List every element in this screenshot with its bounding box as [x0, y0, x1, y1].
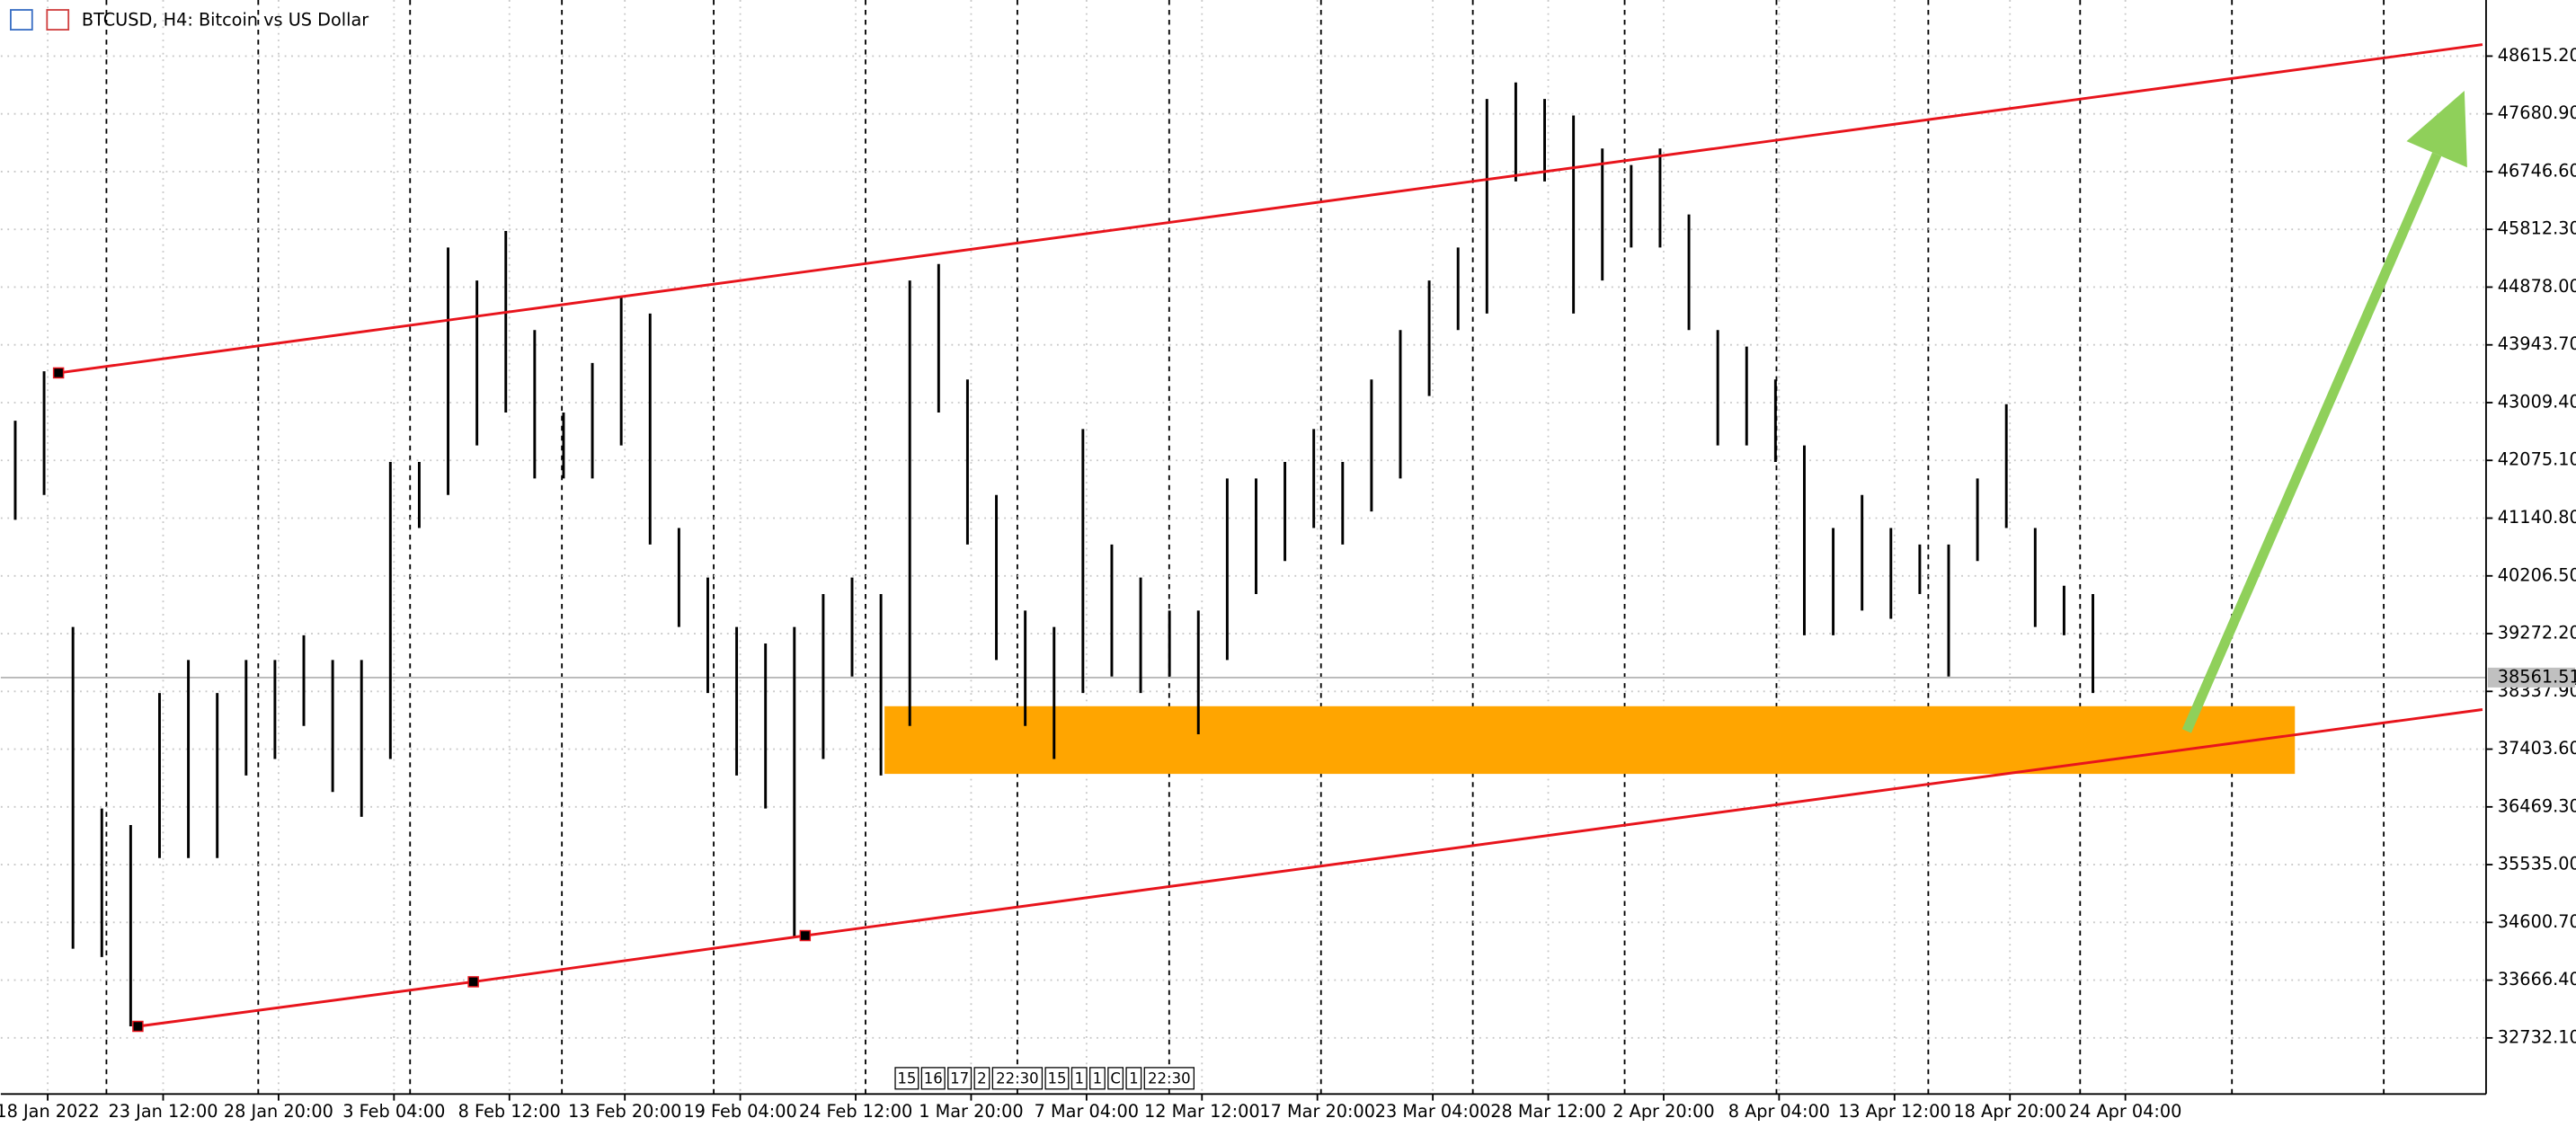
- scroll-marker: 2: [977, 1069, 987, 1087]
- scroll-marker: 17: [950, 1069, 969, 1087]
- scroll-marker-box: [991, 1067, 1044, 1090]
- x-tick-label: 28 Jan 20:00: [224, 1101, 333, 1122]
- y-tick-label: 46746.60: [2498, 160, 2576, 181]
- scroll-marker-box: [973, 1067, 990, 1090]
- last-price-box: [2487, 667, 2576, 688]
- x-tick-label: 8 Feb 12:00: [458, 1101, 561, 1122]
- y-tick-label: 33666.40: [2498, 969, 2576, 989]
- scroll-markers: 15 16 17 2 22:30 15 1 1 C 1 22:30: [894, 1067, 1195, 1090]
- x-tick-label: 24 Apr 04:00: [2069, 1101, 2182, 1122]
- x-tick-label: 23 Mar 04:00: [1375, 1101, 1491, 1122]
- x-tick-label: 23 Jan 12:00: [109, 1101, 218, 1122]
- x-tick-label: 7 Mar 04:00: [1035, 1101, 1139, 1122]
- scroll-marker: 15: [897, 1069, 916, 1087]
- x-tick-label: 28 Mar 12:00: [1490, 1101, 1606, 1122]
- x-tick-label: 18 Apr 20:00: [1953, 1101, 2066, 1122]
- scroll-marker-box: [920, 1067, 946, 1090]
- x-tick-label: 24 Feb 12:00: [799, 1101, 912, 1122]
- scroll-marker-box: [894, 1067, 919, 1090]
- y-tick-label: 34600.70: [2498, 911, 2576, 932]
- y-tick-label: 40206.50: [2498, 564, 2576, 585]
- scroll-marker-box: [1044, 1067, 1070, 1090]
- menu-icon[interactable]: [10, 9, 33, 31]
- scroll-marker-box: [947, 1067, 973, 1090]
- scroll-marker: 22:30: [996, 1069, 1039, 1087]
- x-tick-label: 8 Apr 04:00: [1728, 1101, 1830, 1122]
- x-tick-label: 1 Mar 20:00: [919, 1101, 1023, 1122]
- scroll-marker: 1: [1074, 1069, 1084, 1087]
- y-tick-label: 39272.20: [2498, 623, 2576, 643]
- trendline-anchor: [467, 976, 479, 988]
- x-tick-label: 13 Apr 12:00: [1838, 1101, 1951, 1122]
- y-tick-label: 48615.20: [2498, 45, 2576, 66]
- scroll-marker: 22:30: [1148, 1069, 1191, 1087]
- period-separators: [105, 0, 2385, 1095]
- x-tick-label: 18 Jan 2022: [0, 1101, 100, 1122]
- scroll-marker: 1: [1093, 1069, 1103, 1087]
- scroll-marker: 1: [1129, 1069, 1139, 1087]
- y-tick-label: 42075.10: [2498, 449, 2576, 470]
- y-tick-label: 41140.80: [2498, 507, 2576, 528]
- last-price-label: 38561.51: [2498, 666, 2576, 687]
- x-tick-label: 3 Feb 04:00: [342, 1101, 445, 1122]
- x-tick-label: 19 Feb 04:00: [683, 1101, 796, 1122]
- trendline-anchor: [799, 929, 812, 942]
- y-tick-label: 43009.40: [2498, 391, 2576, 412]
- y-tick-label: 45812.30: [2498, 218, 2576, 239]
- arrow-head: [2406, 90, 2467, 168]
- trendline-anchor: [52, 367, 65, 379]
- scroll-marker: C: [1110, 1069, 1121, 1087]
- scroll-marker-box: [1143, 1067, 1195, 1090]
- plot: [0, 43, 2486, 1033]
- arrow-shaft: [2181, 152, 2442, 733]
- y-tick-label: 37403.60: [2498, 738, 2576, 759]
- scroll-marker-box: [1089, 1067, 1106, 1090]
- scroll-marker: 15: [1047, 1069, 1066, 1087]
- x-tick-label: 13 Feb 20:00: [568, 1101, 681, 1122]
- y-tick-label: 36469.30: [2498, 795, 2576, 816]
- scroll-marker-box: [1107, 1067, 1124, 1090]
- y-tick-label: 35535.00: [2498, 854, 2576, 874]
- y-tick-label: 47680.90: [2498, 102, 2576, 123]
- trendline: [138, 708, 2483, 1028]
- trendline: [58, 43, 2483, 375]
- scroll-marker: 16: [924, 1069, 943, 1087]
- scroll-marker-box: [1070, 1067, 1088, 1090]
- scroll-marker-box: [1125, 1067, 1142, 1090]
- x-tick-label: 12 Mar 12:00: [1144, 1101, 1260, 1122]
- chart-title: BTCUSD, H4: Bitcoin vs US Dollar: [82, 9, 369, 30]
- y-tick-label: 43943.70: [2498, 333, 2576, 354]
- axes: 48615.20 47680.90 46746.60 45812.30 44878.00…: [0, 45, 2576, 1122]
- x-tick-label: 2 Apr 20:00: [1612, 1101, 1714, 1122]
- symbol-icon[interactable]: [46, 9, 70, 31]
- trendline-anchor: [132, 1020, 144, 1033]
- y-tick-label: 32732.10: [2498, 1026, 2576, 1047]
- y-tick-label: 44878.00: [2498, 276, 2576, 297]
- support-zone: [884, 705, 2296, 775]
- x-tick-label: 17 Mar 20:00: [1259, 1101, 1375, 1122]
